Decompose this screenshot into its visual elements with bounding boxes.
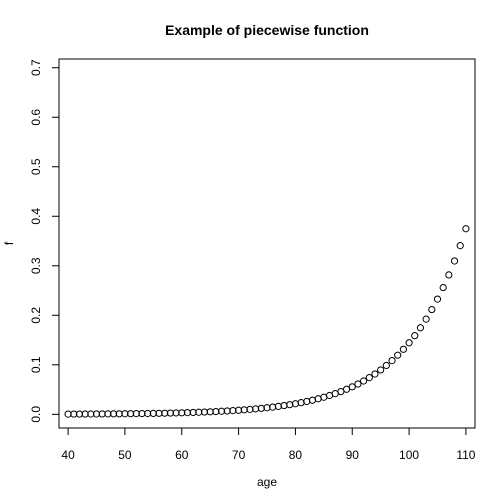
data-points (64, 225, 470, 418)
x-axis-label: age (257, 475, 277, 489)
data-point (360, 377, 368, 385)
chart-title: Example of piecewise function (165, 22, 369, 38)
data-point (206, 408, 214, 416)
data-point (456, 242, 464, 250)
y-tick-label: 0.0 (29, 406, 43, 423)
data-point (70, 410, 78, 418)
data-point (75, 410, 84, 418)
x-tick-label: 100 (399, 448, 419, 462)
data-point (291, 400, 300, 408)
x-tick-label: 110 (456, 448, 475, 462)
data-point (348, 383, 356, 391)
data-point (144, 409, 152, 418)
data-point (433, 295, 442, 303)
data-point (428, 305, 436, 314)
data-point (189, 408, 197, 417)
data-point (109, 410, 118, 418)
y-tick-label: 0.6 (29, 109, 43, 126)
data-point (212, 407, 220, 416)
data-point (166, 409, 174, 417)
data-point (422, 315, 430, 323)
data-point (445, 271, 453, 279)
data-point (439, 283, 447, 292)
data-point (200, 408, 209, 416)
data-point (98, 410, 106, 418)
data-point (394, 351, 402, 359)
data-point (280, 401, 288, 410)
data-point (138, 409, 146, 418)
y-tick-label: 0.1 (29, 356, 43, 373)
data-point (229, 407, 237, 415)
x-tick-label: 80 (289, 448, 303, 462)
data-point (217, 407, 226, 415)
data-point (411, 332, 419, 340)
data-point (155, 409, 163, 417)
data-point (223, 407, 231, 415)
data-point (183, 409, 192, 417)
data-point (371, 370, 379, 378)
x-tick-label: 60 (175, 448, 189, 462)
data-point (399, 345, 407, 353)
x-axis: 40 50 60 70 80 90 100 110 (61, 427, 476, 462)
x-tick-label: 90 (346, 448, 360, 462)
x-tick-label: 50 (118, 448, 132, 462)
y-axis-label: f (2, 241, 16, 245)
x-tick-label: 40 (61, 448, 75, 462)
data-point (132, 410, 140, 418)
plot-frame (58, 58, 476, 429)
data-point (450, 257, 459, 265)
data-point (388, 357, 396, 365)
y-tick-label: 0.5 (29, 158, 43, 175)
y-tick-label: 0.7 (29, 59, 43, 76)
y-tick-label: 0.2 (29, 307, 43, 324)
data-point (286, 401, 294, 409)
data-point (178, 409, 186, 417)
data-point (377, 366, 385, 374)
data-point (354, 380, 362, 388)
data-point (195, 408, 203, 416)
data-point (87, 410, 95, 418)
data-point (161, 409, 169, 417)
data-point (416, 324, 425, 332)
data-point (382, 361, 390, 370)
data-point (81, 410, 89, 418)
y-tick-label: 0.4 (29, 208, 43, 225)
x-tick-label: 70 (232, 448, 246, 462)
data-point (64, 410, 72, 418)
data-point (149, 409, 157, 417)
y-axis: 0.0 0.1 0.2 0.3 0.4 0.5 0.6 0.7 (29, 59, 60, 423)
data-point (172, 409, 180, 417)
data-point (297, 399, 305, 407)
data-point (405, 339, 413, 347)
y-tick-label: 0.3 (29, 257, 43, 274)
data-point (104, 410, 112, 418)
data-point (303, 397, 311, 406)
data-point (115, 410, 123, 418)
data-point (462, 225, 470, 233)
data-point (365, 374, 373, 382)
data-point (127, 410, 135, 418)
data-point (92, 410, 101, 418)
data-point (121, 410, 129, 418)
